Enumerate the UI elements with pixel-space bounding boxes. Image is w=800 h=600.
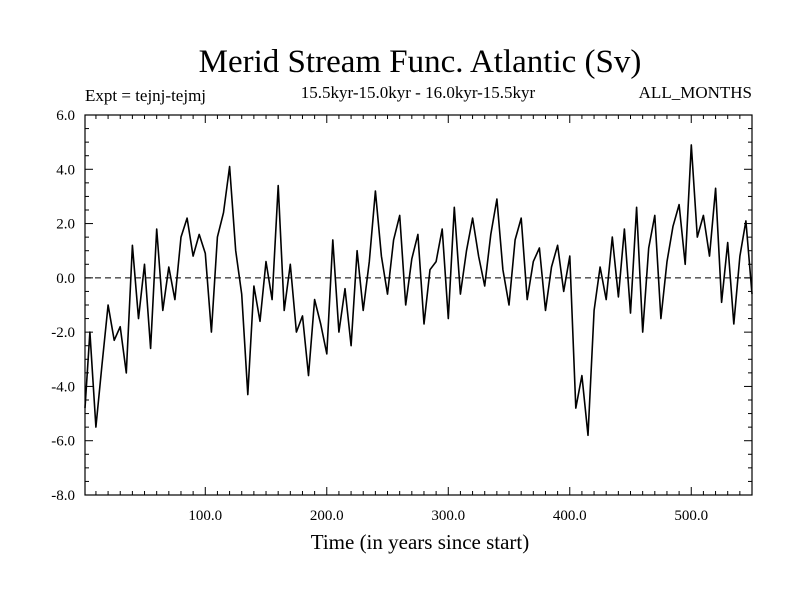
y-tick-label: -8.0 [51, 488, 75, 504]
x-tick-label: 300.0 [431, 508, 465, 524]
chart-title: Merid Stream Func. Atlantic (Sv) [199, 44, 642, 80]
experiment-label: Expt = tejnj-tejmj [85, 86, 206, 105]
chart-canvas: Merid Stream Func. Atlantic (Sv) 15.5kyr… [0, 0, 800, 600]
chart-subtitle: 15.5kyr-15.0kyr - 16.0kyr-15.5kyr [301, 83, 536, 102]
plot-frame [85, 115, 752, 495]
series-layer [85, 145, 752, 435]
y-tick-label: -4.0 [51, 379, 75, 395]
x-tick-label: 100.0 [188, 508, 222, 524]
y-axis: -8.0 -6.0 -4.0 -2.0 0.0 2.0 4.0 6.0 [51, 108, 752, 504]
y-tick-label: 4.0 [56, 162, 75, 178]
x-axis-label: Time (in years since start) [311, 530, 530, 554]
x-tick-label: 200.0 [310, 508, 344, 524]
y-tick-label: 0.0 [56, 271, 75, 287]
series-line [85, 145, 752, 435]
x-tick-label: 500.0 [674, 508, 708, 524]
months-label: ALL_MONTHS [639, 83, 752, 102]
y-tick-label: 2.0 [56, 217, 75, 233]
y-tick-label: -6.0 [51, 434, 75, 450]
y-tick-label: -2.0 [51, 325, 75, 341]
x-tick-label: 400.0 [553, 508, 587, 524]
y-tick-label: 6.0 [56, 108, 75, 124]
